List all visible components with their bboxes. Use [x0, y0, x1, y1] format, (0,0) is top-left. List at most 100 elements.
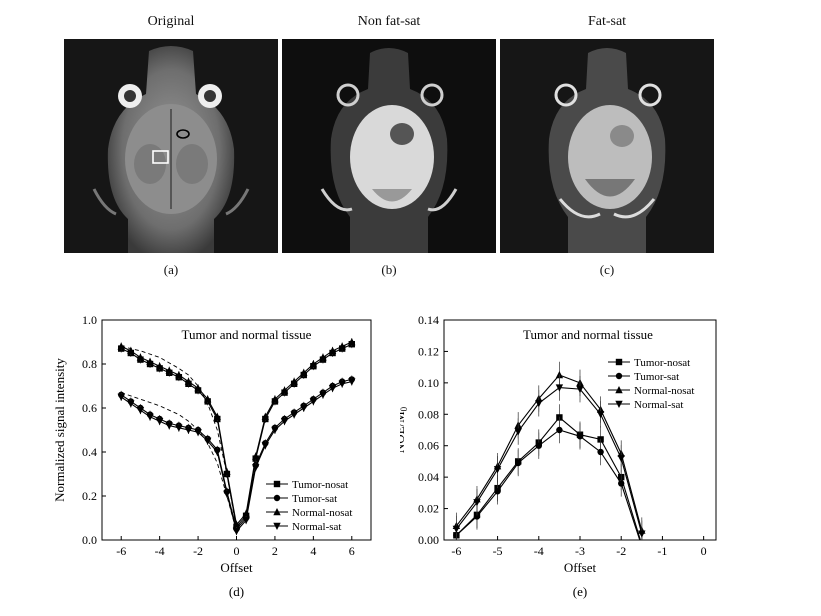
data-point-normal-sat: [242, 517, 250, 525]
series-line-tumor-sat: [456, 429, 641, 540]
y-tick-label: 0.02: [418, 502, 439, 516]
data-point-normal-sat: [136, 407, 145, 415]
data-point-normal-sat: [300, 404, 308, 412]
chart-tag: (d): [229, 584, 244, 599]
fit-curve: [121, 345, 237, 530]
data-point-normal-sat: [452, 525, 461, 533]
data-point-normal-sat: [146, 413, 154, 421]
data-point-normal-sat: [555, 384, 564, 392]
x-tick-label: 0: [234, 544, 240, 558]
data-point-normal-sat: [271, 426, 279, 434]
data-point-normal-sat: [213, 448, 221, 456]
data-point-normal-sat: [290, 411, 298, 419]
y-tick-label: 0.08: [418, 407, 439, 421]
legend-label: Tumor-sat: [292, 493, 337, 505]
data-point-normal-sat: [127, 400, 135, 408]
y-tick-label: 0.0: [82, 533, 97, 547]
data-point-normal-sat: [328, 385, 337, 393]
data-point-tumor-sat: [514, 459, 522, 467]
data-point-normal-sat: [280, 418, 289, 426]
data-point-normal-nosat: [175, 371, 183, 379]
data-point-normal-sat: [184, 426, 193, 434]
data-point-normal-nosat: [146, 357, 154, 365]
data-point-normal-nosat: [338, 342, 346, 350]
legend-marker: [273, 508, 281, 516]
x-tick-label: -2: [193, 544, 203, 558]
data-point-normal-sat: [232, 528, 241, 536]
y-tick-label: 0.14: [418, 313, 439, 327]
data-point-normal-nosat: [136, 353, 145, 361]
legend-marker: [615, 358, 623, 366]
image-b-tag: (b): [381, 262, 397, 277]
data-point-normal-nosat: [280, 386, 289, 394]
image-a-tag: (a): [163, 262, 179, 277]
plot-area: [452, 361, 646, 549]
data-point-normal-nosat: [194, 384, 202, 392]
image-c-title: Fat-sat: [587, 14, 627, 29]
mri-non-fat-sat-image: [282, 39, 496, 253]
data-point-normal-sat: [596, 411, 605, 419]
chart-title: Tumor and normal tissue: [523, 327, 653, 342]
data-point-tumor-sat: [535, 442, 542, 449]
data-point-normal-nosat: [242, 509, 250, 517]
legend-label: Tumor-nosat: [292, 479, 348, 491]
data-point-normal-sat: [638, 530, 646, 538]
data-point-normal-sat: [348, 378, 356, 386]
legend-label: Normal-sat: [292, 521, 341, 533]
data-point-normal-nosat: [127, 346, 135, 354]
data-point-tumor-sat: [618, 480, 625, 487]
data-point-tumor-sat: [639, 543, 645, 549]
chart-title: Tumor and normal tissue: [182, 327, 312, 342]
legend-marker: [615, 386, 623, 394]
data-point-normal-sat: [576, 385, 584, 394]
data-point-normal-sat: [194, 429, 202, 437]
data-point-normal-sat: [473, 499, 481, 507]
data-point-tumor-nosat: [639, 542, 645, 548]
data-point-normal-sat: [514, 428, 522, 436]
data-point-normal-sat: [223, 490, 231, 498]
y-tick-label: 0.04: [418, 470, 439, 484]
legend-marker: [273, 494, 281, 502]
mri-fat-sat-image: [500, 39, 714, 253]
image-c-tag: (c): [599, 262, 615, 277]
data-point-normal-nosat: [184, 377, 193, 385]
legend-marker: [273, 480, 281, 488]
mri-original-image: [64, 39, 278, 253]
data-point-normal-nosat: [348, 338, 356, 346]
chart-e-noe: -6 -5 -4 -3 -2 -1 0 0.00 0.02 0.04 0.06 0.08 0.10 0.1…: [400, 313, 717, 599]
legend-label: Normal-nosat: [292, 507, 352, 519]
data-point-normal-nosat: [261, 412, 270, 420]
fit-curve: [121, 392, 237, 532]
data-point-normal-sat: [203, 437, 212, 445]
legend-label: Tumor-nosat: [634, 357, 690, 369]
data-point-normal-sat: [617, 455, 625, 463]
x-tick-label: -3: [575, 544, 585, 558]
data-point-normal-sat: [338, 380, 346, 388]
data-point-normal-nosat: [223, 467, 231, 475]
y-tick-label: 1.0: [82, 313, 97, 327]
image-b-title: Non fat-sat: [357, 14, 421, 29]
y-axis-label: Normalized signal intensity: [52, 358, 67, 502]
legend-marker: [615, 372, 623, 380]
data-point-tumor-sat: [597, 448, 604, 456]
data-point-normal-nosat: [213, 412, 221, 420]
data-point-normal-nosat: [328, 346, 337, 354]
data-point-normal-sat: [535, 400, 543, 408]
legend-label: Tumor-sat: [634, 371, 679, 383]
data-point-normal-sat: [165, 422, 173, 430]
series-line-tumor-nosat: [456, 416, 641, 540]
legend-label: Normal-nosat: [634, 385, 694, 397]
y-tick-label: 0.2: [82, 489, 97, 503]
y-tick-label: 0.06: [418, 439, 439, 453]
legend-marker: [273, 522, 281, 530]
legend-marker: [615, 400, 623, 408]
data-point-tumor-sat: [494, 488, 501, 495]
data-point-normal-sat: [261, 442, 270, 450]
x-tick-label: 6: [349, 544, 355, 558]
x-tick-label: 2: [272, 544, 278, 558]
image-a-title: Original: [147, 14, 195, 29]
data-point-tumor-sat: [473, 513, 481, 520]
chart-d-normalized-signal: -6 -4 -2 0 2 4 6 0.0 0.2 0.4 0.6 0.8 1.0 Tumor and no…: [52, 313, 372, 599]
x-tick-label: -6: [451, 544, 461, 558]
data-point-normal-nosat: [290, 377, 298, 385]
